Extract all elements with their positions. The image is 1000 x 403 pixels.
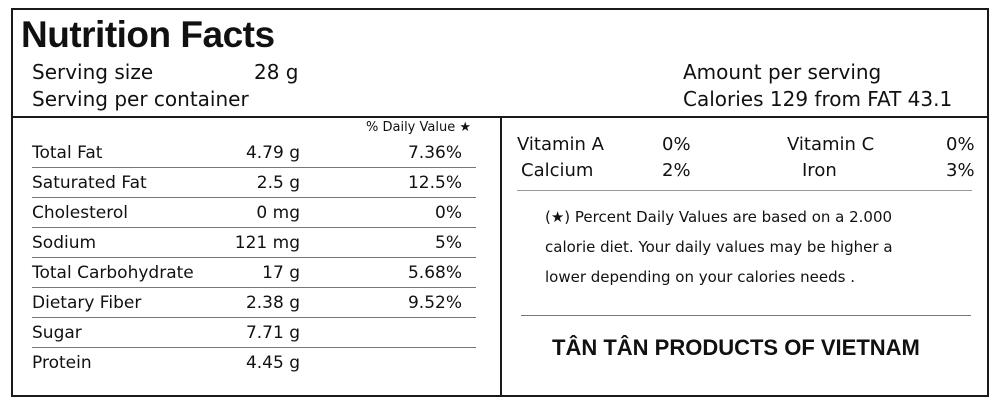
nutrient-amount: 2.5 g: [256, 173, 300, 193]
calcium-value: 2%: [662, 160, 691, 181]
nutrient-amount: 2.38 g: [245, 293, 300, 313]
nutrient-name: Sugar: [32, 323, 82, 343]
nutrient-row: Total Fat 4.79 g 7.36%: [32, 137, 476, 167]
column-divider: [500, 118, 502, 397]
header-divider: [11, 116, 989, 118]
nutrient-row: Dietary Fiber 2.38 g 9.52%: [32, 287, 476, 317]
nutrient-row: Sodium 121 mg 5%: [32, 227, 476, 257]
nutrient-amount: 4.45 g: [245, 353, 300, 373]
daily-value-header: % Daily Value ★: [366, 120, 471, 135]
calcium-label: Calcium: [521, 160, 594, 181]
nutrient-amount: 7.71 g: [245, 323, 300, 343]
nutrient-name: Total Fat: [32, 143, 103, 163]
nutrient-name: Protein: [32, 353, 92, 373]
nutrient-percent: 9.52%: [407, 293, 462, 313]
brand-divider: [521, 315, 971, 316]
row-divider: [32, 167, 476, 168]
nutrient-amount: 121 mg: [234, 233, 300, 253]
row-divider: [32, 257, 476, 258]
iron-label: Iron: [802, 160, 837, 181]
nutrient-name: Cholesterol: [32, 203, 128, 223]
nutrient-row: Saturated Fat 2.5 g 12.5%: [32, 167, 476, 197]
nutrient-row: Total Carbohydrate 17 g 5.68%: [32, 257, 476, 287]
footnote-line: calorie diet. Your daily values may be h…: [545, 238, 893, 256]
nutrient-name: Sodium: [32, 233, 97, 253]
nutrient-name: Total Carbohydrate: [32, 263, 194, 283]
serving-size-value: 28 g: [254, 60, 299, 84]
footnote-line: lower depending on your calories needs .: [545, 268, 855, 286]
nutrient-name: Saturated Fat: [32, 173, 147, 193]
row-divider: [32, 317, 476, 318]
brand-name: TÂN TÂN PRODUCTS OF VIETNAM: [552, 335, 920, 360]
row-divider: [32, 227, 476, 228]
nutrient-percent: 0%: [435, 203, 462, 223]
nutrient-amount: 4.79 g: [245, 143, 300, 163]
amount-per-serving-label: Amount per serving: [683, 60, 882, 84]
vitamin-a-value: 0%: [662, 134, 691, 155]
vitamin-divider: [517, 190, 972, 191]
vitamin-a-label: Vitamin A: [517, 134, 604, 155]
vitamin-c-label: Vitamin C: [787, 134, 875, 155]
nutrient-amount: 0 mg: [256, 203, 300, 223]
row-divider: [32, 287, 476, 288]
serving-per-container-label: Serving per container: [32, 87, 249, 111]
row-divider: [32, 347, 476, 348]
nutrient-percent: 5%: [435, 233, 462, 253]
label-title: Nutrition Facts: [21, 14, 275, 55]
nutrient-amount: 17 g: [262, 263, 300, 283]
calories-line: Calories 129 from FAT 43.1: [683, 87, 953, 111]
iron-value: 3%: [946, 160, 975, 181]
nutrient-row: Cholesterol 0 mg 0%: [32, 197, 476, 227]
nutrient-percent: 7.36%: [407, 143, 462, 163]
vitamin-c-value: 0%: [946, 134, 975, 155]
nutrient-row: Sugar 7.71 g: [32, 317, 476, 347]
serving-size-label: Serving size: [32, 60, 154, 84]
nutrient-percent: 5.68%: [407, 263, 462, 283]
footnote-line: (★) Percent Daily Values are based on a …: [545, 208, 893, 226]
nutrient-name: Dietary Fiber: [32, 293, 142, 313]
nutrient-row: Protein 4.45 g: [32, 347, 476, 377]
row-divider: [32, 197, 476, 198]
nutrient-percent: 12.5%: [407, 173, 462, 193]
